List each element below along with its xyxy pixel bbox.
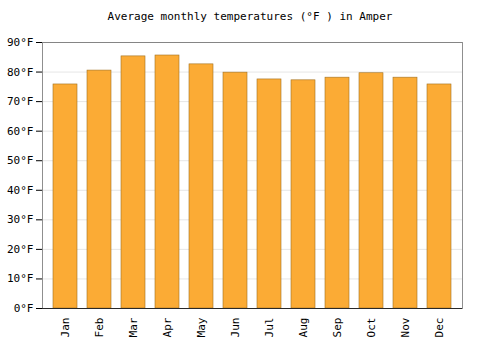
svg-text:Jan: Jan	[59, 318, 72, 338]
html-text:Average monthly temperatures (: Average monthly temperatures (°F ) in Am…	[107, 10, 393, 23]
svg-text:Aug: Aug	[297, 318, 310, 338]
svg-text:May: May	[195, 317, 208, 337]
svg-text:70°F: 70°F	[7, 95, 34, 108]
svg-text:Oct: Oct	[365, 318, 378, 338]
svg-text:Sep: Sep	[331, 318, 344, 338]
svg-text:50°F: 50°F	[7, 154, 34, 167]
svg-text:Apr: Apr	[161, 317, 174, 337]
svg-text:Jun: Jun	[229, 318, 242, 338]
svg-text:40°F: 40°F	[7, 184, 34, 197]
svg-text:90°F: 90°F	[7, 36, 34, 49]
svg-text:80°F: 80°F	[7, 66, 34, 79]
svg-text:Dec: Dec	[433, 318, 446, 338]
svg-text:Mar: Mar	[127, 317, 140, 337]
svg-text:60°F: 60°F	[7, 125, 34, 138]
svg-text:10°F: 10°F	[7, 272, 34, 285]
svg-text:Nov: Nov	[399, 317, 412, 337]
svg-text:20°F: 20°F	[7, 243, 34, 256]
svg-text:Jul: Jul	[263, 318, 276, 338]
svg-text:30°F: 30°F	[7, 213, 34, 226]
svg-text:0°F: 0°F	[14, 302, 34, 315]
svg-text:Feb: Feb	[93, 318, 106, 338]
